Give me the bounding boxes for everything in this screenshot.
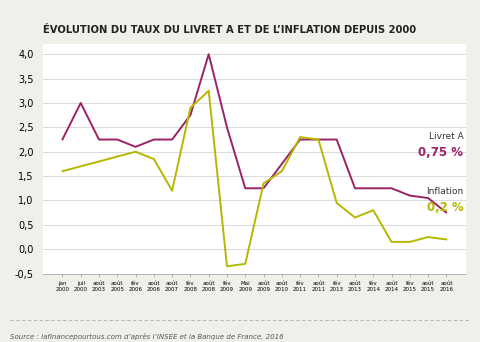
- Text: Livret A: Livret A: [429, 132, 464, 141]
- Text: 0,2 %: 0,2 %: [427, 201, 464, 214]
- Text: 0,75 %: 0,75 %: [419, 146, 464, 159]
- Text: ÉVOLUTION DU TAUX DU LIVRET A ET DE L’INFLATION DEPUIS 2000: ÉVOLUTION DU TAUX DU LIVRET A ET DE L’IN…: [43, 25, 416, 35]
- Text: Inflation: Inflation: [426, 187, 464, 196]
- Text: Source : lafinancepourtous.com d’après l’INSEE et la Banque de France, 2016: Source : lafinancepourtous.com d’après l…: [10, 333, 283, 340]
